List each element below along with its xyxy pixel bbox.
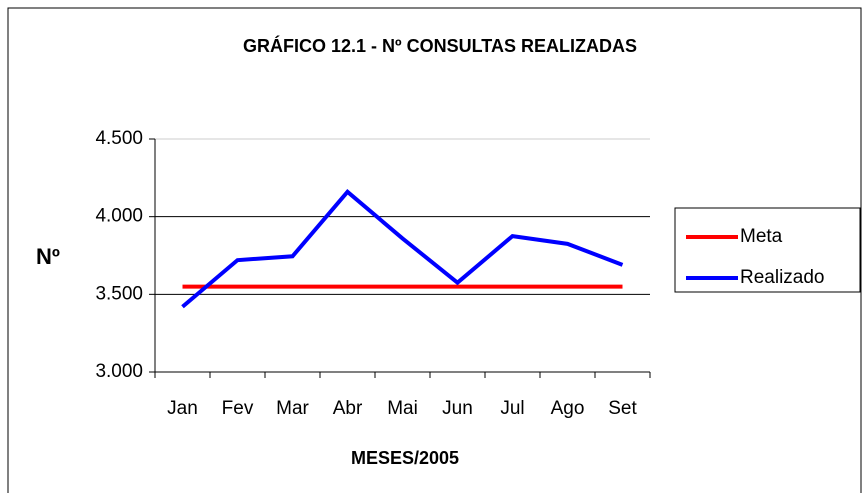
y-tick-label: 3.500: [95, 283, 143, 304]
x-tick-label: Fev: [222, 398, 254, 419]
y-tick-label: 4.500: [95, 128, 143, 149]
x-axis-label: MESES/2005: [351, 448, 459, 468]
y-tick-label: 4.000: [95, 206, 143, 227]
x-tick-label: Mai: [387, 398, 418, 419]
legend-label: Realizado: [740, 267, 825, 288]
chart-title: GRÁFICO 12.1 - Nº CONSULTAS REALIZADAS: [243, 35, 637, 56]
legend-label: Meta: [740, 226, 783, 247]
y-axis-label: Nº: [36, 244, 60, 269]
x-tick-label: Jun: [442, 398, 473, 419]
x-tick-label: Mar: [276, 398, 309, 419]
chart-frame: [7, 7, 862, 493]
series-line: [181, 188, 624, 309]
x-tick-label: Jul: [500, 398, 524, 419]
y-tick-label: 3.000: [95, 361, 143, 382]
x-tick-label: Abr: [333, 398, 363, 419]
x-tick-label: Set: [608, 398, 637, 419]
x-tick-label: Jan: [167, 398, 198, 419]
x-tick-label: Ago: [551, 398, 585, 419]
